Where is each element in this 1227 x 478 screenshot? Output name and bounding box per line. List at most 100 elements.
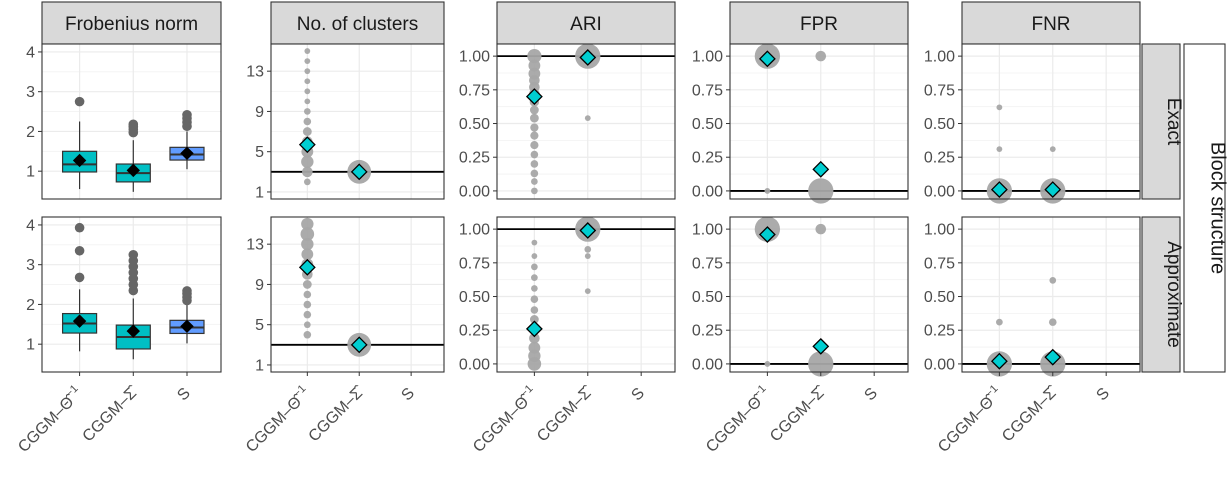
frequency-point [530, 123, 539, 132]
frequency-point [303, 178, 311, 186]
frequency-point [529, 105, 539, 115]
frequency-point [527, 49, 542, 64]
x-tick-label-base: CGGM– [243, 402, 297, 456]
panel-row-1: 0.00 0.25 0.50 0.75 1.00 [692, 43, 909, 204]
x-tick-label-base: CGGM– [470, 402, 524, 456]
x-tick-label-text: CGGM–Σ̂ [306, 383, 369, 446]
frequency-point [300, 227, 315, 241]
y-tick-label: 0.50 [924, 289, 955, 306]
y-tick-label: 0.50 [459, 116, 490, 133]
box-1 [61, 222, 98, 352]
y-tick-label: 0.75 [459, 255, 490, 272]
y-tick-label: 13 [246, 64, 264, 81]
panel-background [962, 44, 1140, 199]
column-strip-label: FPR [800, 14, 838, 35]
y-tick-label: 1.00 [924, 222, 955, 239]
row-strip-label: Approximate [1163, 241, 1184, 348]
outer-strip-box [1183, 43, 1226, 373]
y-tick-label: 0.00 [924, 183, 955, 200]
panel-fpr: FPR 0.00 0.25 0.50 0.75 1.00 0.00 0.25 0.50 0.75 1… [692, 1, 909, 456]
outlier-point [182, 109, 192, 120]
y-tick-label: 2 [26, 124, 35, 141]
panel-border [41, 216, 222, 373]
x-tick-label-base: CGGM– [999, 392, 1053, 446]
mean-marker [350, 163, 368, 181]
frequency-point [304, 58, 311, 65]
frequency-point [302, 280, 312, 289]
frequency-point [531, 263, 538, 271]
x-tick-label-text: S [628, 385, 648, 405]
y-tick-label: 0.50 [692, 289, 723, 306]
y-tick-label: 0.75 [692, 82, 723, 99]
frequency-point [1049, 146, 1056, 153]
frequency-point [531, 187, 538, 195]
frequency-point [529, 315, 539, 324]
column-strip-label: FNR [1031, 14, 1070, 35]
x-tick-label-base: CGGM– [767, 392, 821, 446]
x-tick-label: CGGM–Θ̂−1 [15, 383, 81, 456]
frequency-point [304, 98, 311, 105]
frequency-point [304, 88, 311, 95]
frequency-point [528, 59, 541, 72]
mean-marker [126, 324, 140, 338]
x-tick-label-text: CGGM–Θ̂−1 [241, 383, 314, 456]
mean-marker [579, 222, 597, 239]
panel-row-1: 0.00 0.25 0.50 0.75 1.00 [924, 43, 1141, 204]
y-tick-label: 0.50 [924, 116, 955, 133]
column-strip-label: Frobenius norm [65, 14, 198, 35]
panel-background [962, 217, 1140, 372]
frequency-point [530, 140, 539, 150]
frequency-point [1049, 276, 1057, 284]
frequency-point [303, 310, 312, 319]
mean-marker [812, 337, 830, 355]
outlier-point [74, 245, 85, 256]
frequency-point [301, 248, 314, 261]
box-3 [169, 109, 205, 170]
x-tick-label-text: CGGM–Θ̂−1 [701, 383, 774, 456]
x-tick-label-text: CGGM–Σ̂ [999, 383, 1062, 446]
frequency-point [531, 285, 538, 292]
frequency-point [815, 223, 827, 235]
mean-marker [579, 49, 597, 66]
panel-border [41, 43, 222, 200]
y-tick-label: 0.75 [459, 82, 490, 99]
y-tick-label: 3 [26, 84, 35, 101]
y-tick-label: 0.00 [924, 356, 955, 373]
y-tick-label: 1 [255, 184, 264, 201]
frequency-point [764, 188, 771, 194]
outlier-point [74, 272, 85, 283]
outlier-point [74, 222, 85, 233]
y-tick-label: 0.75 [692, 255, 723, 272]
mean-marker [1044, 181, 1062, 198]
frequency-point [584, 253, 591, 259]
frequency-point [996, 104, 1003, 111]
box-3 [169, 286, 205, 344]
frequency-point [302, 166, 313, 178]
frequency-point [303, 330, 312, 339]
y-tick-label: 4 [26, 44, 35, 61]
y-tick-label: 0.25 [692, 150, 723, 167]
mean-marker [525, 88, 543, 105]
x-tick-label-base: CGGM– [935, 402, 989, 456]
frequency-point [304, 68, 311, 75]
frequency-point [303, 108, 311, 115]
mean-marker [350, 336, 368, 354]
column-strip [729, 1, 909, 45]
panel-border [961, 43, 1141, 200]
frequency-point [303, 117, 312, 126]
frequency-point [584, 115, 591, 122]
x-tick-label-text: S [398, 385, 418, 405]
frequency-point [301, 217, 314, 231]
y-tick-label: 0.75 [924, 255, 955, 272]
x-tick-label-base: CGGM– [534, 392, 588, 446]
frequency-point [527, 357, 542, 371]
y-tick-label: 13 [246, 237, 264, 254]
y-tick-label: 1.00 [692, 222, 723, 239]
box-2 [115, 119, 151, 192]
frequency-point [301, 155, 314, 168]
frequency-point [303, 300, 312, 309]
y-tick-label: 1.00 [692, 49, 723, 66]
y-tick-label: 0.25 [459, 323, 490, 340]
x-tick-label-base: CGGM– [306, 392, 360, 446]
mean-marker [758, 226, 776, 243]
